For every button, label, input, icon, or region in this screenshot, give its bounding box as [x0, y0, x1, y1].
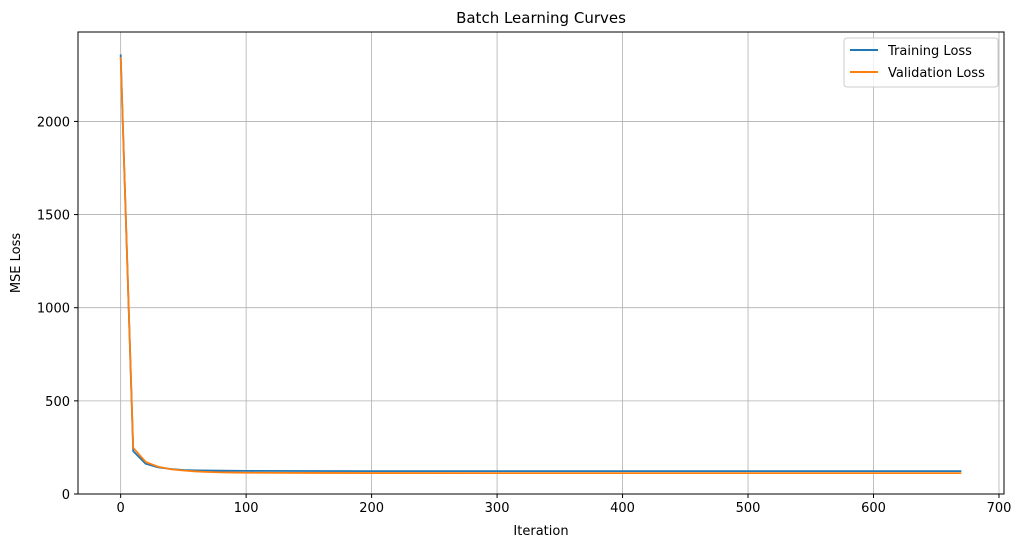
x-tick-label: 200 — [359, 501, 384, 516]
plot-background — [78, 32, 1004, 494]
y-tick-label: 2000 — [37, 115, 70, 130]
y-tick-label: 500 — [45, 395, 70, 410]
legend-label-validation-loss: Validation Loss — [888, 66, 985, 81]
x-tick-label: 0 — [117, 501, 125, 516]
chart-title: Batch Learning Curves — [456, 9, 626, 27]
axis-ticks: 0 100 200 300 400 500 600 700 0 500 1000 1500 2000 — [37, 115, 1011, 516]
legend: Training Loss Validation Loss — [843, 37, 999, 88]
x-tick-label: 400 — [610, 501, 635, 516]
x-tick-label: 100 — [234, 501, 259, 516]
series-lines — [119, 54, 962, 475]
x-tick-label: 300 — [485, 501, 510, 516]
x-axis-title: Iteration — [513, 524, 568, 539]
legend-label-training-loss: Training Loss — [887, 44, 972, 59]
y-axis-title: MSE Loss — [9, 233, 24, 294]
y-tick-label: 1000 — [37, 302, 70, 317]
legend-box — [843, 37, 999, 88]
x-tick-label: 600 — [861, 501, 886, 516]
x-tick-label: 700 — [987, 501, 1012, 516]
plot-frame — [77, 31, 1005, 495]
x-tick-label: 500 — [736, 501, 761, 516]
y-tick-label: 0 — [62, 488, 70, 503]
series-line-validation-loss — [119, 57, 962, 475]
y-tick-label: 1500 — [37, 209, 70, 224]
